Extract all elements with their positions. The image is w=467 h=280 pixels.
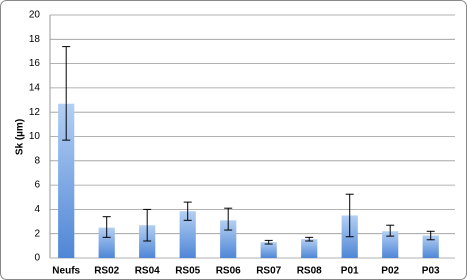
y-tick-label: 10: [29, 131, 41, 142]
x-tick-label: P02: [381, 266, 399, 277]
y-tick-label: 20: [29, 10, 41, 21]
bar: [98, 227, 115, 258]
bar: [220, 220, 237, 258]
y-tick-label: 6: [34, 180, 40, 191]
x-tick-label: RS04: [135, 266, 160, 277]
bar: [260, 242, 277, 258]
x-tick-label: RS02: [94, 266, 119, 277]
x-tick-label: P03: [422, 266, 440, 277]
y-axis-label: Sk (µm): [15, 119, 26, 155]
bar: [301, 239, 318, 258]
y-tick-label: 16: [29, 58, 41, 69]
y-tick-label: 4: [34, 204, 40, 215]
bar: [422, 235, 439, 258]
bar: [382, 231, 399, 258]
x-tick-label: RS05: [175, 266, 200, 277]
x-tick-label: P01: [341, 266, 359, 277]
y-tick-label: 8: [34, 155, 40, 166]
y-tick-label: 2: [34, 228, 40, 239]
x-tick-label: RS07: [256, 266, 281, 277]
y-tick-label: 0: [34, 253, 40, 264]
bar: [58, 103, 75, 258]
bar: [179, 211, 196, 258]
x-tick-label: RS08: [297, 266, 322, 277]
y-tick-label: 14: [29, 83, 41, 94]
y-tick-label: 12: [29, 107, 41, 118]
x-tick-label: RS06: [216, 266, 241, 277]
x-tick-label: Neufs: [52, 266, 80, 277]
bar: [139, 225, 156, 258]
y-tick-label: 18: [29, 34, 41, 45]
